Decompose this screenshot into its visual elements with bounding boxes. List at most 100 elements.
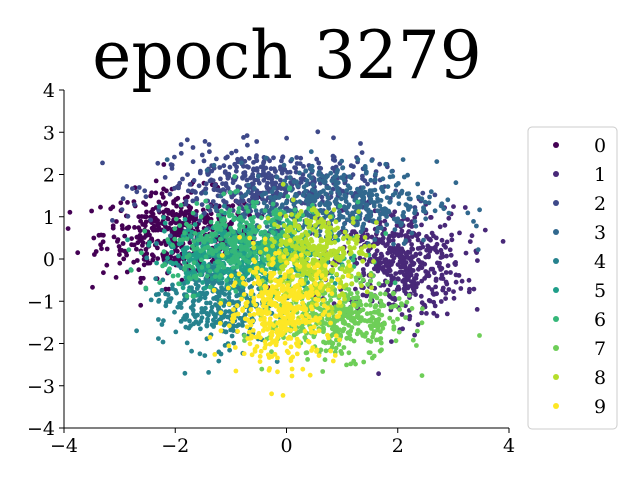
data-point [257, 359, 263, 364]
data-point [446, 287, 452, 292]
data-point [426, 200, 432, 206]
data-point [274, 174, 280, 180]
data-point [301, 294, 306, 299]
data-point [139, 250, 144, 256]
data-point [335, 277, 340, 282]
data-point [279, 320, 285, 325]
data-point [475, 247, 481, 253]
data-point [305, 256, 310, 262]
data-point [220, 181, 225, 187]
data-point [332, 353, 338, 358]
data-point [396, 201, 402, 207]
data-point [278, 177, 283, 183]
data-point [138, 280, 143, 285]
data-point [340, 214, 346, 220]
data-point [284, 348, 290, 354]
data-point [165, 255, 170, 261]
data-point [182, 266, 188, 272]
data-point [414, 343, 419, 348]
data-point [344, 188, 350, 193]
data-point [323, 191, 328, 197]
data-point [432, 192, 438, 198]
data-point [240, 232, 246, 238]
x-tick-label: 2 [392, 435, 404, 457]
data-point [259, 215, 264, 221]
data-point [240, 323, 245, 328]
data-point [268, 195, 273, 200]
data-point [191, 298, 197, 303]
data-point [263, 165, 269, 171]
data-point [401, 272, 407, 278]
data-point [131, 242, 137, 248]
data-point [383, 243, 389, 249]
data-point [318, 201, 323, 206]
data-point [374, 248, 380, 254]
data-point [246, 277, 252, 283]
data-point [244, 324, 250, 330]
data-point [453, 279, 459, 285]
y-tick-label: 2 [43, 165, 55, 187]
data-point [252, 204, 257, 210]
data-point [387, 174, 393, 180]
data-point [269, 349, 274, 355]
data-point [209, 247, 215, 252]
data-point [390, 319, 396, 325]
data-point [313, 208, 318, 213]
data-point [252, 250, 258, 256]
data-point [372, 237, 378, 243]
data-point [328, 170, 334, 176]
data-point [230, 180, 236, 186]
data-point [145, 260, 151, 266]
legend-label-5: 5 [594, 280, 606, 302]
data-point [155, 256, 161, 261]
data-point [307, 273, 313, 278]
series-9-points [207, 234, 353, 398]
data-point [204, 167, 210, 173]
data-point [185, 279, 191, 285]
data-point [365, 338, 371, 343]
data-point [222, 169, 228, 175]
data-point [282, 293, 288, 299]
data-point [298, 252, 304, 258]
data-point [439, 201, 445, 207]
data-point [356, 250, 362, 255]
data-point [217, 165, 223, 170]
data-point [345, 183, 351, 189]
data-point [477, 207, 482, 213]
x-tick-label: −4 [50, 435, 78, 457]
data-point [334, 185, 340, 190]
data-point [237, 252, 243, 258]
data-point [238, 267, 244, 272]
data-point [303, 188, 308, 194]
data-point [313, 296, 318, 302]
data-point [215, 187, 221, 193]
data-point [324, 185, 330, 191]
data-point [351, 358, 357, 364]
data-point [374, 220, 379, 225]
data-point [290, 314, 296, 320]
data-point [326, 282, 331, 287]
data-point [153, 178, 159, 184]
data-point [254, 265, 260, 271]
data-point [284, 200, 289, 206]
data-point [270, 256, 276, 262]
data-point [208, 219, 214, 225]
data-point [231, 229, 236, 235]
data-point [399, 301, 404, 306]
data-point [115, 237, 121, 243]
data-point [378, 225, 384, 231]
data-point [270, 230, 276, 236]
data-point [382, 270, 387, 275]
data-point [281, 298, 287, 304]
data-point [242, 228, 248, 233]
data-point [138, 218, 144, 224]
data-point [156, 299, 162, 304]
data-point [344, 335, 350, 341]
data-point [412, 219, 418, 224]
data-point [280, 283, 286, 289]
data-point [291, 332, 297, 338]
data-point [412, 332, 417, 338]
data-point [196, 237, 201, 243]
data-point [434, 313, 440, 319]
